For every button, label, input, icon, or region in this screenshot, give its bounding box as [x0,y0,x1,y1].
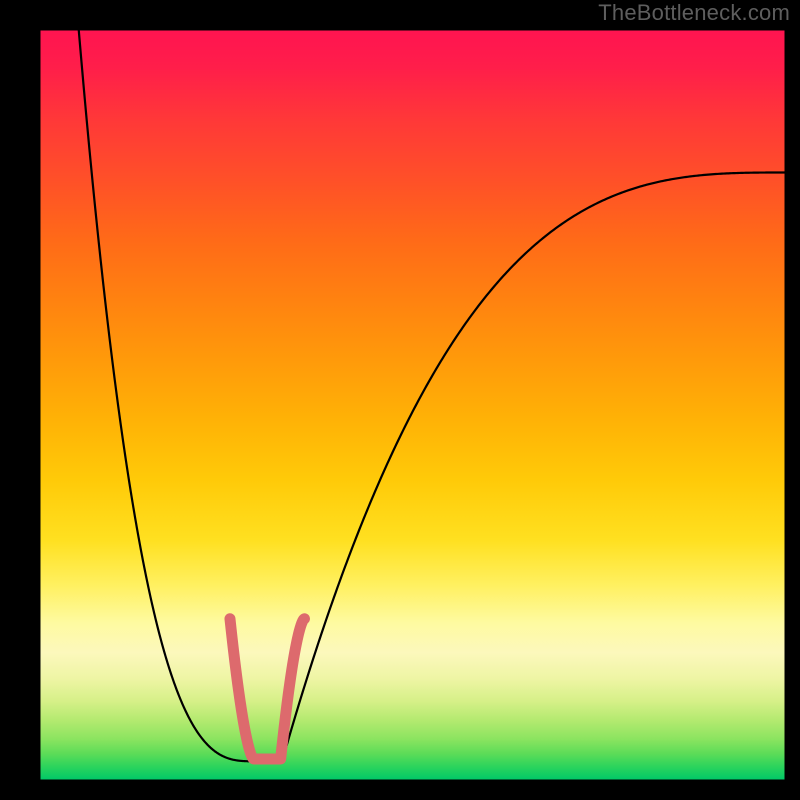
gradient-background [40,30,785,780]
watermark-text: TheBottleneck.com [598,0,790,26]
chart-stage: TheBottleneck.com [0,0,800,800]
chart-svg [0,0,800,800]
